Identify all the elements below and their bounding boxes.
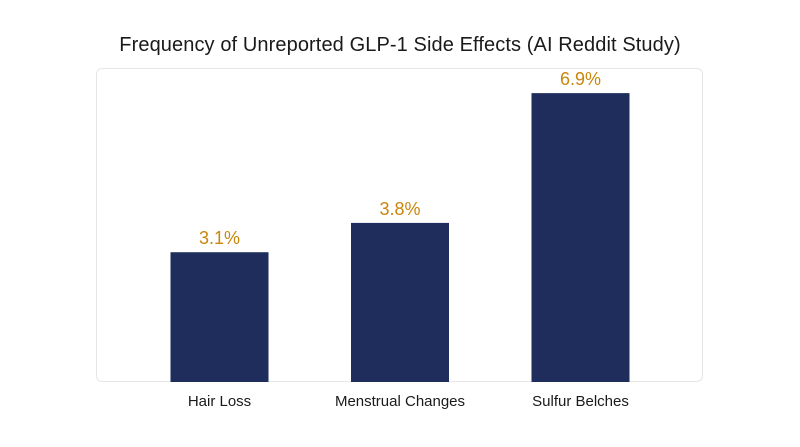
chart-title: Frequency of Unreported GLP-1 Side Effec… — [119, 34, 681, 56]
value-label-hair-loss: 3.1% — [199, 228, 240, 248]
value-label-menstrual-changes: 3.8% — [379, 199, 420, 219]
value-labels-group: 3.1% 3.8% 6.9% — [199, 69, 601, 248]
bar-menstrual-changes — [351, 222, 449, 382]
bar-sulfur-belches — [531, 93, 630, 383]
category-label-sulfur-belches: Sulfur Belches — [532, 393, 629, 410]
value-label-sulfur-belches: 6.9% — [560, 69, 601, 89]
category-label-hair-loss: Hair Loss — [188, 393, 251, 410]
bar-hair-loss — [170, 252, 269, 382]
category-labels-group: Hair Loss Menstrual Changes Sulfur Belches — [188, 393, 629, 410]
category-label-menstrual-changes: Menstrual Changes — [335, 393, 465, 410]
bars-group — [170, 93, 630, 383]
